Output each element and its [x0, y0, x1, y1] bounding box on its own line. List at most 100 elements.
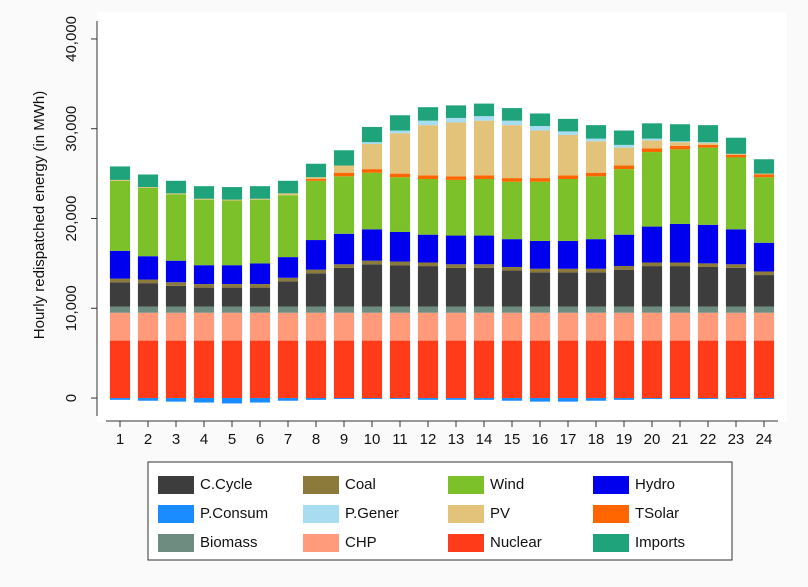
bar-segment	[445, 398, 467, 400]
legend-label: C.Cycle	[200, 476, 253, 493]
bar-segment	[669, 145, 691, 150]
bar-segment	[641, 312, 663, 341]
bar-segment	[557, 135, 579, 176]
bar-segment	[529, 268, 551, 273]
bar-segment	[585, 312, 607, 341]
bar-segment	[697, 266, 719, 307]
legend-swatch	[593, 505, 629, 523]
bar-segment	[333, 172, 355, 177]
bar-segment	[249, 312, 271, 341]
bar-segment	[417, 125, 439, 176]
bar-segment	[697, 398, 719, 399]
bar-segment	[725, 229, 747, 265]
bar-segment	[249, 398, 271, 403]
bar-segment	[221, 200, 243, 266]
bar-segment	[165, 193, 187, 195]
bar-segment	[333, 264, 355, 268]
bar-segment	[137, 256, 159, 280]
bar-segment	[613, 165, 635, 170]
bar-segment	[249, 306, 271, 313]
bar-segment	[333, 340, 355, 399]
bar-segment	[669, 262, 691, 267]
bar-segment	[753, 306, 775, 313]
bar-segment	[361, 398, 383, 399]
bar-segment	[137, 283, 159, 307]
legend-swatch	[593, 476, 629, 494]
bar-segment	[557, 179, 579, 241]
y-tick-label: 0	[63, 394, 80, 402]
bar-segment	[529, 398, 551, 402]
legend-label: CHP	[345, 534, 377, 551]
bar-segment	[137, 187, 159, 257]
bar-segment	[361, 312, 383, 341]
bar-segment	[361, 126, 383, 143]
bar-segment	[501, 266, 523, 271]
bar-segment	[697, 224, 719, 264]
bar-segment	[753, 173, 775, 175]
bar-segment	[165, 306, 187, 313]
bar-segment	[725, 312, 747, 341]
bar-segment	[389, 231, 411, 262]
legend-swatch	[448, 476, 484, 494]
bar-segment	[137, 187, 159, 188]
legend-swatch	[158, 476, 194, 494]
bar-segment	[109, 179, 131, 181]
bar-segment	[165, 180, 187, 194]
bar-segment	[501, 108, 523, 121]
bar-segment	[641, 398, 663, 399]
bar-segment	[585, 340, 607, 399]
y-tick-label: 30,000	[63, 106, 80, 152]
bar-segment	[529, 113, 551, 127]
bar-segment	[305, 177, 327, 179]
bar-segment	[249, 263, 271, 285]
bar-segment	[249, 287, 271, 307]
bar-segment	[333, 398, 355, 399]
bar-segment	[193, 198, 215, 200]
x-tick-label: 9	[340, 431, 348, 448]
legend-swatch	[158, 534, 194, 552]
bar-segment	[669, 340, 691, 399]
x-tick-label: 12	[420, 431, 437, 448]
bar-segment	[221, 287, 243, 307]
bar-segment	[641, 262, 663, 267]
bar-segment	[697, 142, 719, 144]
bar-segment	[753, 312, 775, 341]
x-tick-label: 24	[756, 431, 773, 448]
bar-segment	[473, 398, 495, 400]
legend-label: Hydro	[635, 476, 675, 493]
x-tick-label: 19	[616, 431, 633, 448]
bar-segment	[641, 266, 663, 307]
bar-segment	[529, 272, 551, 307]
bar-segment	[697, 144, 719, 148]
bar-segment	[501, 181, 523, 240]
x-tick-label: 13	[448, 431, 465, 448]
legend-label: P.Gener	[345, 505, 399, 522]
bar-segment	[473, 312, 495, 341]
bar-segment	[305, 340, 327, 399]
bar-segment	[557, 398, 579, 402]
bar-segment	[445, 179, 467, 236]
x-tick-label: 14	[476, 431, 493, 448]
bar-segment	[417, 340, 439, 399]
bar-segment	[585, 125, 607, 139]
bar-segment	[277, 306, 299, 313]
bar-segment	[165, 285, 187, 307]
bar-segment	[305, 179, 327, 181]
bar-segment	[445, 267, 467, 307]
bar-segment	[361, 340, 383, 399]
bar-segment	[389, 133, 411, 174]
bar-segment	[109, 306, 131, 313]
x-tick-label: 7	[284, 431, 292, 448]
bar-segment	[109, 250, 131, 279]
bar-segment	[529, 340, 551, 399]
bar-segment	[389, 312, 411, 341]
x-tick-label: 3	[172, 431, 180, 448]
legend-label: Nuclear	[490, 534, 542, 551]
bar-segment	[529, 130, 551, 179]
bar-segment	[109, 312, 131, 341]
bar-segment	[305, 269, 327, 274]
bar-segment	[641, 152, 663, 227]
y-tick-label: 20,000	[63, 196, 80, 242]
bar-segment	[753, 242, 775, 272]
bar-segment	[529, 126, 551, 131]
